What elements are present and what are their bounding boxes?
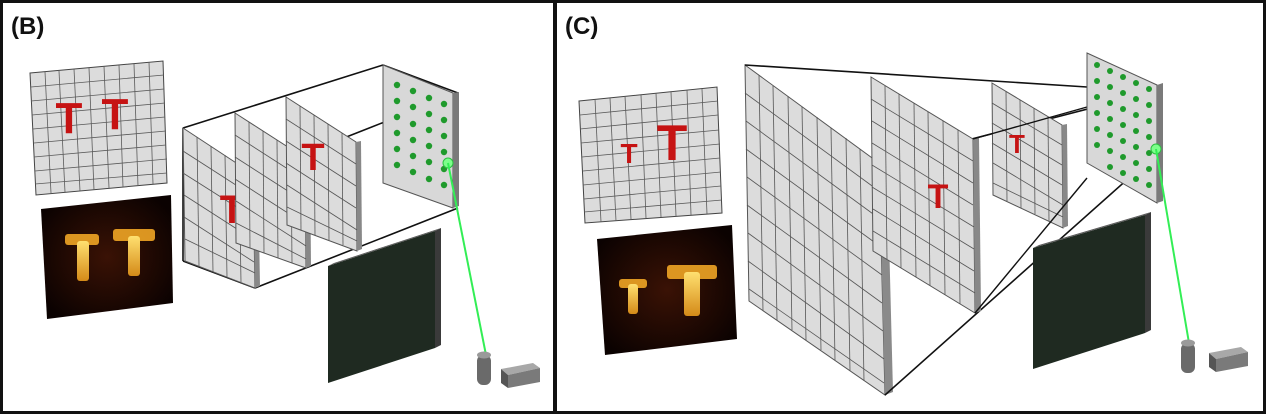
reconstruction-image-b: [41, 195, 173, 319]
grid-letter-c2: T: [657, 115, 688, 171]
scene-grid-b: T T: [29, 60, 168, 196]
detector-c: [1033, 212, 1151, 369]
dot-array-c-dots: [1094, 62, 1152, 188]
heat-t1-stem: [77, 241, 89, 281]
grid-letter-b1: T: [56, 94, 83, 143]
laser-source-b: [477, 351, 491, 385]
heat-c2-stem: [684, 272, 700, 316]
heat-t2-bar: [113, 229, 155, 241]
reconstruction-image-c: [597, 225, 737, 355]
scene-grid-b-panel: [29, 60, 168, 196]
diagram-c: T T: [578, 52, 1248, 396]
plane-letter-c1: T: [928, 178, 949, 216]
panel-b: (B) T T: [0, 0, 556, 414]
grid-letter-c1: T: [620, 138, 637, 169]
laser-box-b: [501, 363, 540, 388]
panel-label-b: (B): [11, 13, 45, 40]
detector-b: [328, 228, 441, 383]
scene-grid-c-lines: [579, 88, 723, 223]
panel-c: (C) T T: [554, 0, 1266, 414]
diagram-b: T T: [29, 60, 540, 388]
plane-letter-c2: T: [1009, 129, 1025, 159]
panel-label-c: (C): [565, 13, 599, 40]
object-plane-b3: T: [285, 96, 362, 252]
heatmap-b-bg: [41, 195, 173, 319]
laser-beam-b: [447, 162, 487, 356]
dot-array-c: [1086, 52, 1163, 204]
plane-letter-b2: T: [301, 137, 324, 179]
heatmap-c-bg: [597, 225, 737, 355]
heat-t2-stem: [128, 236, 140, 276]
grid-letter-b2: T: [102, 90, 129, 139]
dot-array-b: [382, 64, 459, 209]
scene-grid-c: T T: [578, 86, 723, 224]
object-plane-c1: [744, 64, 893, 396]
laser-source-c: [1181, 339, 1195, 373]
laser-beam-c: [1155, 148, 1190, 344]
heat-t1-bar: [65, 234, 99, 245]
object-plane-c3: T: [991, 82, 1068, 229]
heat-c1-bar: [619, 279, 647, 288]
object-plane-c2: T: [870, 76, 981, 314]
wire-frame-c2: [972, 106, 1088, 314]
laser-box-c: [1209, 347, 1248, 372]
heat-c1-stem: [628, 284, 638, 314]
scene-grid-b-lines: [30, 61, 168, 194]
dot-array-b-dots: [393, 81, 448, 189]
